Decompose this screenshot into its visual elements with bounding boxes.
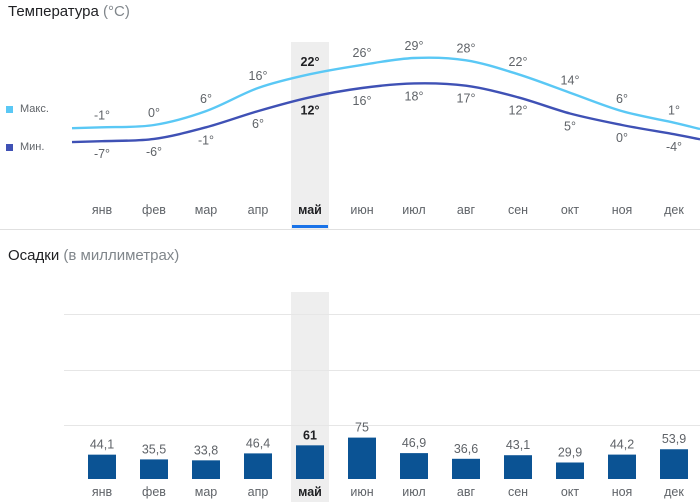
precip-value-label-1: 44,1 [90,438,114,452]
precip-value-label-3: 33,8 [194,443,218,457]
min-temp-label-7: 18° [405,89,424,103]
precip-value-label-6: 75 [355,421,369,435]
min-temperature-line [71,82,700,144]
temperature-unit: (°C) [103,3,130,20]
temp-month-tick-11: ноя [612,203,633,217]
precip-bar-9 [504,455,532,479]
temp-month-tick-8: авг [457,203,476,217]
precip-value-label-5: 61 [303,428,317,442]
precip-bar-4 [244,453,272,479]
precip-value-label-12: 53,9 [662,432,686,446]
precip-month-tick-9: сен [508,485,528,499]
min-temp-label-8: 17° [457,92,476,106]
temp-month-tick-4: апр [248,203,269,217]
precip-value-label-10: 29,9 [558,445,582,459]
precip-month-tick-6: июн [350,485,373,499]
min-temp-label-1: -7° [94,147,110,161]
min-temp-label-11: 0° [616,131,628,145]
min-temp-label-9: 12° [509,103,528,117]
temp-month-tick-6: июн [350,203,373,217]
precip-bar-5 [296,445,324,479]
precipitation-title: Осадки (в миллиметрах) [8,247,179,264]
max-temp-label-4: 16° [249,69,268,83]
temp-month-tick-1: янв [92,203,113,217]
temperature-title-text: Температура [8,3,99,20]
temp-month-tick-12: дек [664,203,684,217]
precip-month-tick-5: май [298,485,322,499]
precip-bar-10 [556,462,584,479]
temperature-title: Температура (°C) [8,3,130,20]
legend-max-swatch [6,105,13,113]
precip-value-label-11: 44,2 [610,438,634,452]
precip-month-tick-3: мар [195,485,218,499]
temperature-chart: -1° 0° 6° 16° 22° 26° 29° 28° 22° 14° 6° 1° -7° -6° -1… [0,39,700,230]
temp-month-tick-3: мар [195,203,218,217]
max-temp-label-12: 1° [668,104,680,118]
precip-month-tick-12: дек [664,485,684,499]
max-temp-label-5: 22° [301,55,320,69]
min-temp-label-4: 6° [252,117,264,131]
min-temp-label-12: -4° [666,140,682,154]
max-temp-label-1: -1° [94,108,110,122]
precip-value-label-2: 35,5 [142,442,166,456]
precip-month-tick-1: янв [92,485,113,499]
precip-bar-1 [88,454,116,479]
legend-max: Макс. [6,103,49,115]
precip-month-tick-2: фев [142,485,166,499]
precip-month-tick-10: окт [561,485,580,499]
precip-bar-11 [608,454,636,479]
precip-value-label-9: 43,1 [506,438,530,452]
min-temp-label-5: 12° [301,103,320,117]
precipitation-unit: (в миллиметрах) [63,247,180,264]
legend-min-label: Мин. [20,141,45,153]
min-temp-label-3: -1° [198,133,214,147]
precip-bar-2 [140,459,168,479]
temp-month-tick-5: май [298,203,322,217]
precip-value-label-8: 36,6 [454,442,478,456]
min-temp-label-2: -6° [146,145,162,159]
max-temp-label-7: 29° [405,39,424,53]
precip-bar-3 [192,460,220,479]
precip-month-tick-11: ноя [612,485,633,499]
min-temp-label-6: 16° [353,94,372,108]
precip-bar-8 [452,458,480,479]
selected-month-underline [292,225,328,228]
max-temp-label-9: 22° [509,55,528,69]
temp-month-tick-9: сен [508,203,528,217]
max-temperature-line [71,56,700,131]
max-temp-label-8: 28° [457,41,476,55]
legend-min: Мин. [6,141,44,153]
precipitation-title-text: Осадки [8,247,60,264]
max-temp-label-10: 14° [561,74,580,88]
legend-max-label: Макс. [20,103,49,115]
max-temp-label-6: 26° [353,46,372,60]
legend-min-swatch [6,143,13,151]
precip-bar-7 [400,453,428,479]
precip-bar-12 [660,449,688,479]
temp-month-tick-10: окт [561,203,580,217]
temp-month-tick-2: фев [142,203,166,217]
precip-month-tick-7: июл [402,485,425,499]
precip-value-label-7: 46,9 [402,436,426,450]
max-temp-label-3: 6° [200,92,212,106]
precip-value-label-4: 46,4 [246,436,270,450]
temp-month-tick-7: июл [402,203,425,217]
max-temp-label-2: 0° [148,106,160,120]
precip-month-tick-8: авг [457,485,476,499]
min-temp-label-10: 5° [564,119,576,133]
precip-month-tick-4: апр [248,485,269,499]
max-temp-label-11: 6° [616,92,628,106]
precip-bar-6 [348,437,376,479]
